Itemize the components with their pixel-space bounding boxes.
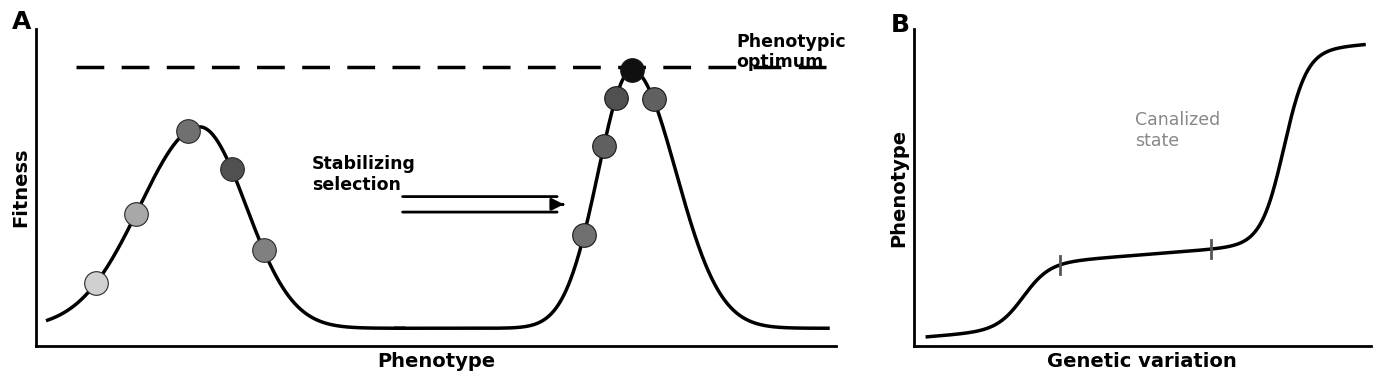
Text: Phenotypic
optimum: Phenotypic optimum xyxy=(737,32,846,71)
X-axis label: Genetic variation: Genetic variation xyxy=(1048,352,1237,371)
Text: Canalized
state: Canalized state xyxy=(1136,111,1220,150)
Text: A: A xyxy=(11,10,30,34)
Y-axis label: Fitness: Fitness xyxy=(11,148,30,227)
Text: B: B xyxy=(890,13,909,37)
Y-axis label: Phenotype: Phenotype xyxy=(889,128,908,247)
Text: Stabilizing
selection: Stabilizing selection xyxy=(312,155,416,194)
X-axis label: Phenotype: Phenotype xyxy=(377,352,495,371)
